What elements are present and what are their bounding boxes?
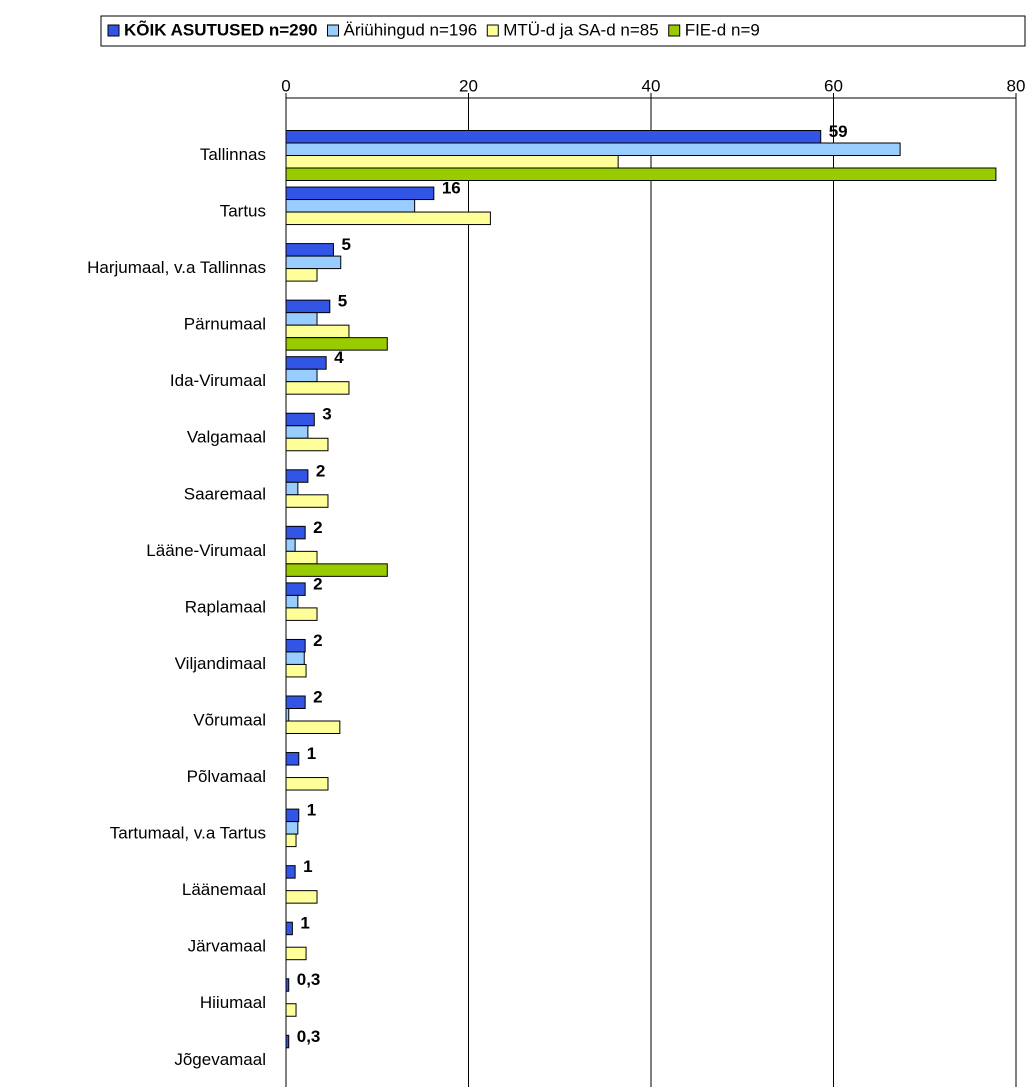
bar bbox=[285, 525, 306, 540]
bar bbox=[285, 708, 290, 722]
bar bbox=[285, 494, 329, 508]
data-label: 3 bbox=[322, 405, 331, 424]
bar bbox=[285, 890, 318, 904]
legend-swatch bbox=[327, 24, 339, 37]
data-label: 5 bbox=[341, 235, 350, 254]
bar bbox=[285, 582, 306, 596]
legend-label: KÕIK ASUTUSED n=290 bbox=[124, 19, 318, 39]
x-tick-label: 80 bbox=[1007, 76, 1026, 95]
bar bbox=[285, 607, 318, 621]
bar bbox=[285, 978, 290, 992]
data-label: 1 bbox=[307, 744, 316, 763]
bar bbox=[285, 777, 329, 791]
data-label: 2 bbox=[316, 461, 325, 480]
data-label: 2 bbox=[313, 631, 322, 650]
y-tick-label: Järvamaal bbox=[188, 937, 266, 956]
y-tick-label: Viljandimaal bbox=[175, 654, 266, 673]
bar bbox=[285, 865, 296, 879]
bar bbox=[285, 808, 300, 823]
data-label: 0,3 bbox=[297, 970, 321, 989]
bar bbox=[285, 538, 296, 552]
legend: KÕIK ASUTUSED n=290 Äriühingud n=196 MTÜ-d… bbox=[107, 19, 760, 39]
y-tick-label: Läänemaal bbox=[182, 880, 266, 899]
bar bbox=[285, 368, 318, 383]
y-tick-label: Tartus bbox=[220, 202, 266, 221]
bar bbox=[285, 946, 307, 961]
bar bbox=[285, 356, 327, 370]
bar bbox=[285, 199, 416, 213]
data-label: 4 bbox=[334, 348, 344, 367]
legend-box bbox=[100, 15, 1026, 47]
data-label: 1 bbox=[303, 857, 312, 876]
x-tick-label: 20 bbox=[459, 76, 478, 95]
bar bbox=[285, 563, 388, 577]
data-label: 2 bbox=[313, 687, 322, 706]
bar bbox=[285, 243, 334, 257]
legend-swatch bbox=[486, 24, 499, 37]
legend-label: Äriühingud n=196 bbox=[344, 20, 478, 39]
bar bbox=[285, 412, 315, 427]
x-tick-label: 0 bbox=[281, 76, 290, 95]
bar bbox=[285, 130, 822, 144]
bar bbox=[285, 312, 318, 326]
bar bbox=[285, 1003, 297, 1017]
y-tick-label: Saaremaal bbox=[184, 484, 266, 503]
y-tick-label: Ida-Virumaal bbox=[170, 371, 266, 390]
bar bbox=[285, 663, 307, 678]
y-tick-label: Võrumaal bbox=[193, 710, 266, 729]
bar bbox=[285, 211, 491, 226]
y-tick-label: Jõgevamaal bbox=[174, 1050, 266, 1069]
bar bbox=[285, 481, 299, 496]
bar bbox=[285, 167, 997, 181]
y-tick-label: Hiiumaal bbox=[200, 993, 266, 1012]
bar bbox=[285, 833, 297, 848]
bar bbox=[285, 651, 305, 665]
bar bbox=[285, 921, 293, 936]
x-tick-label: 60 bbox=[824, 76, 843, 95]
data-label: 0,3 bbox=[297, 1027, 321, 1046]
legend-swatch bbox=[668, 24, 681, 37]
y-tick-label: Lääne-Virumaal bbox=[146, 541, 266, 560]
bar bbox=[285, 469, 309, 483]
y-tick-label: Harjumaal, v.a Tallinnas bbox=[87, 258, 266, 277]
bar bbox=[285, 186, 435, 201]
data-label: 1 bbox=[300, 914, 309, 933]
bar bbox=[285, 638, 306, 653]
y-tick-label: Raplamaal bbox=[185, 597, 266, 616]
bar bbox=[285, 437, 329, 452]
bar bbox=[285, 324, 350, 339]
y-tick-label: Põlvamaal bbox=[187, 767, 266, 786]
bar bbox=[285, 695, 306, 709]
data-label: 2 bbox=[313, 574, 322, 593]
bar bbox=[285, 268, 318, 282]
y-tick-label: Pärnumaal bbox=[184, 315, 266, 334]
bar bbox=[285, 255, 342, 270]
x-tick-label: 40 bbox=[642, 76, 661, 95]
bar bbox=[285, 550, 318, 565]
legend-swatch bbox=[107, 24, 120, 37]
bar bbox=[285, 337, 388, 351]
data-label: 5 bbox=[338, 292, 347, 311]
bar bbox=[285, 381, 350, 395]
bar bbox=[285, 752, 300, 766]
bar bbox=[285, 594, 299, 609]
bar bbox=[285, 1034, 290, 1049]
bar bbox=[285, 720, 341, 734]
bar bbox=[285, 155, 619, 169]
bar bbox=[285, 142, 901, 156]
data-label: 59 bbox=[829, 122, 848, 141]
bar bbox=[285, 821, 299, 835]
legend-label: MTÜ-d ja SA-d n=85 bbox=[503, 20, 658, 39]
bar bbox=[285, 425, 309, 439]
legend-label: FIE-d n=9 bbox=[685, 20, 760, 39]
y-tick-label: Valgamaal bbox=[187, 428, 266, 447]
data-label: 2 bbox=[313, 518, 322, 537]
data-label: 1 bbox=[307, 801, 316, 820]
data-label: 16 bbox=[442, 179, 461, 198]
y-tick-label: Tallinnas bbox=[200, 145, 266, 164]
y-tick-label: Tartumaal, v.a Tartus bbox=[110, 824, 266, 843]
bar bbox=[285, 299, 331, 314]
